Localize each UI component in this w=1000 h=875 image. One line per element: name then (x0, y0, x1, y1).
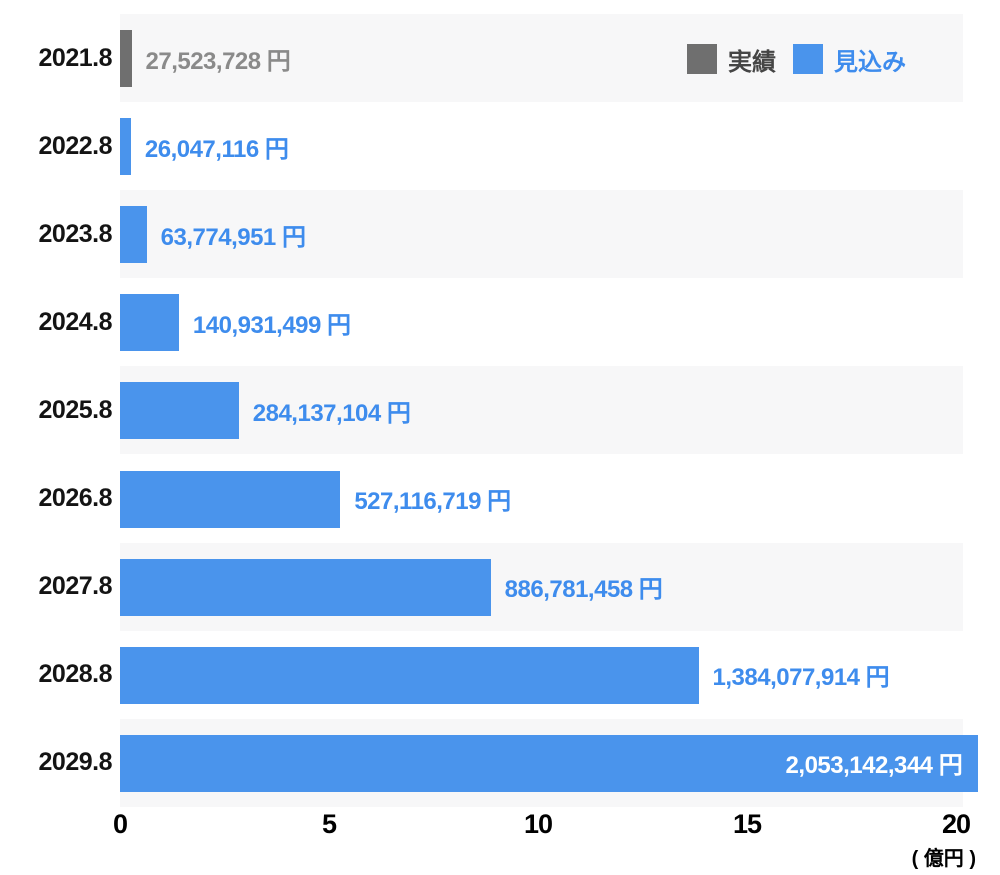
chart-row: 2024.8 140,931,499 円 (0, 278, 1000, 367)
axis-unit-label: ( 億円 ) (911, 848, 976, 870)
category-label: 2023.8 (38, 219, 113, 248)
value-label: 63,774,951 円 (160, 223, 306, 251)
axis-tick: 5 (321, 809, 337, 839)
chart-row: 2025.8 284,137,104 円 (0, 366, 1000, 455)
chart-row: 2026.8 527,116,719 円 (0, 454, 1000, 543)
bar (120, 734, 979, 792)
axis-tick: 20 (941, 809, 971, 839)
row-strip: 2,053,142,344 円 (120, 718, 979, 807)
axis-tick: 15 (732, 809, 762, 839)
chart-row: 2029.8 2,053,142,344 円 (0, 718, 1000, 807)
row-strip: 26,047,116 円 (120, 102, 963, 191)
row-strip: 886,781,458 円 (120, 542, 963, 631)
chart-row: 2022.8 26,047,116 円 (0, 102, 1000, 191)
category-label: 2022.8 (38, 131, 113, 160)
category-label: 2021.8 (38, 43, 113, 72)
legend-swatch-actual (687, 44, 717, 74)
x-axis: 0 5 10 15 20 (113, 808, 971, 842)
bar (120, 470, 341, 528)
category-label: 2028.8 (38, 660, 113, 689)
bar (120, 558, 491, 616)
category-label: 2026.8 (38, 484, 113, 512)
chart-legend: 実績 見込み (687, 42, 906, 77)
value-label: 1,384,077,914 円 (712, 664, 890, 692)
value-label: 26,047,116 円 (144, 135, 289, 163)
value-label: 886,781,458 円 (504, 576, 663, 604)
value-label: 27,523,728 円 (145, 47, 291, 75)
legend-item-forecast: 見込み (793, 42, 906, 77)
row-strip: 140,931,499 円 (120, 278, 963, 367)
value-label: 140,931,499 円 (192, 311, 351, 339)
chart-row: 2023.8 63,774,951 円 (0, 190, 1000, 279)
axis-tick: 10 (523, 809, 553, 839)
row-strip: 63,774,951 円 (120, 190, 963, 279)
legend-label-actual: 実績 (728, 48, 776, 76)
bar (120, 206, 147, 264)
row-strip: 1,384,077,914 円 (120, 630, 963, 719)
row-strip: 527,116,719 円 (120, 454, 963, 543)
bar (120, 646, 699, 704)
value-label: 284,137,104 円 (252, 399, 411, 427)
chart-row: 2027.8 886,781,458 円 (0, 542, 1000, 631)
value-label: 527,116,719 円 (354, 488, 511, 515)
axis-tick: 0 (112, 809, 128, 839)
legend-swatch-forecast (793, 44, 823, 74)
row-strip: 284,137,104 円 (120, 366, 963, 455)
bar (120, 30, 132, 87)
legend-label-forecast: 見込み (834, 48, 906, 76)
category-label: 2024.8 (38, 307, 113, 336)
chart-row: 2028.8 1,384,077,914 円 (0, 630, 1000, 719)
bar (120, 118, 131, 176)
category-label: 2027.8 (38, 572, 113, 601)
value-label: 2,053,142,344 円 (785, 752, 963, 780)
bar (120, 382, 239, 440)
legend-item-actual: 実績 (687, 42, 776, 77)
category-label: 2025.8 (38, 395, 113, 424)
category-label: 2029.8 (38, 748, 113, 777)
bar (120, 294, 179, 352)
